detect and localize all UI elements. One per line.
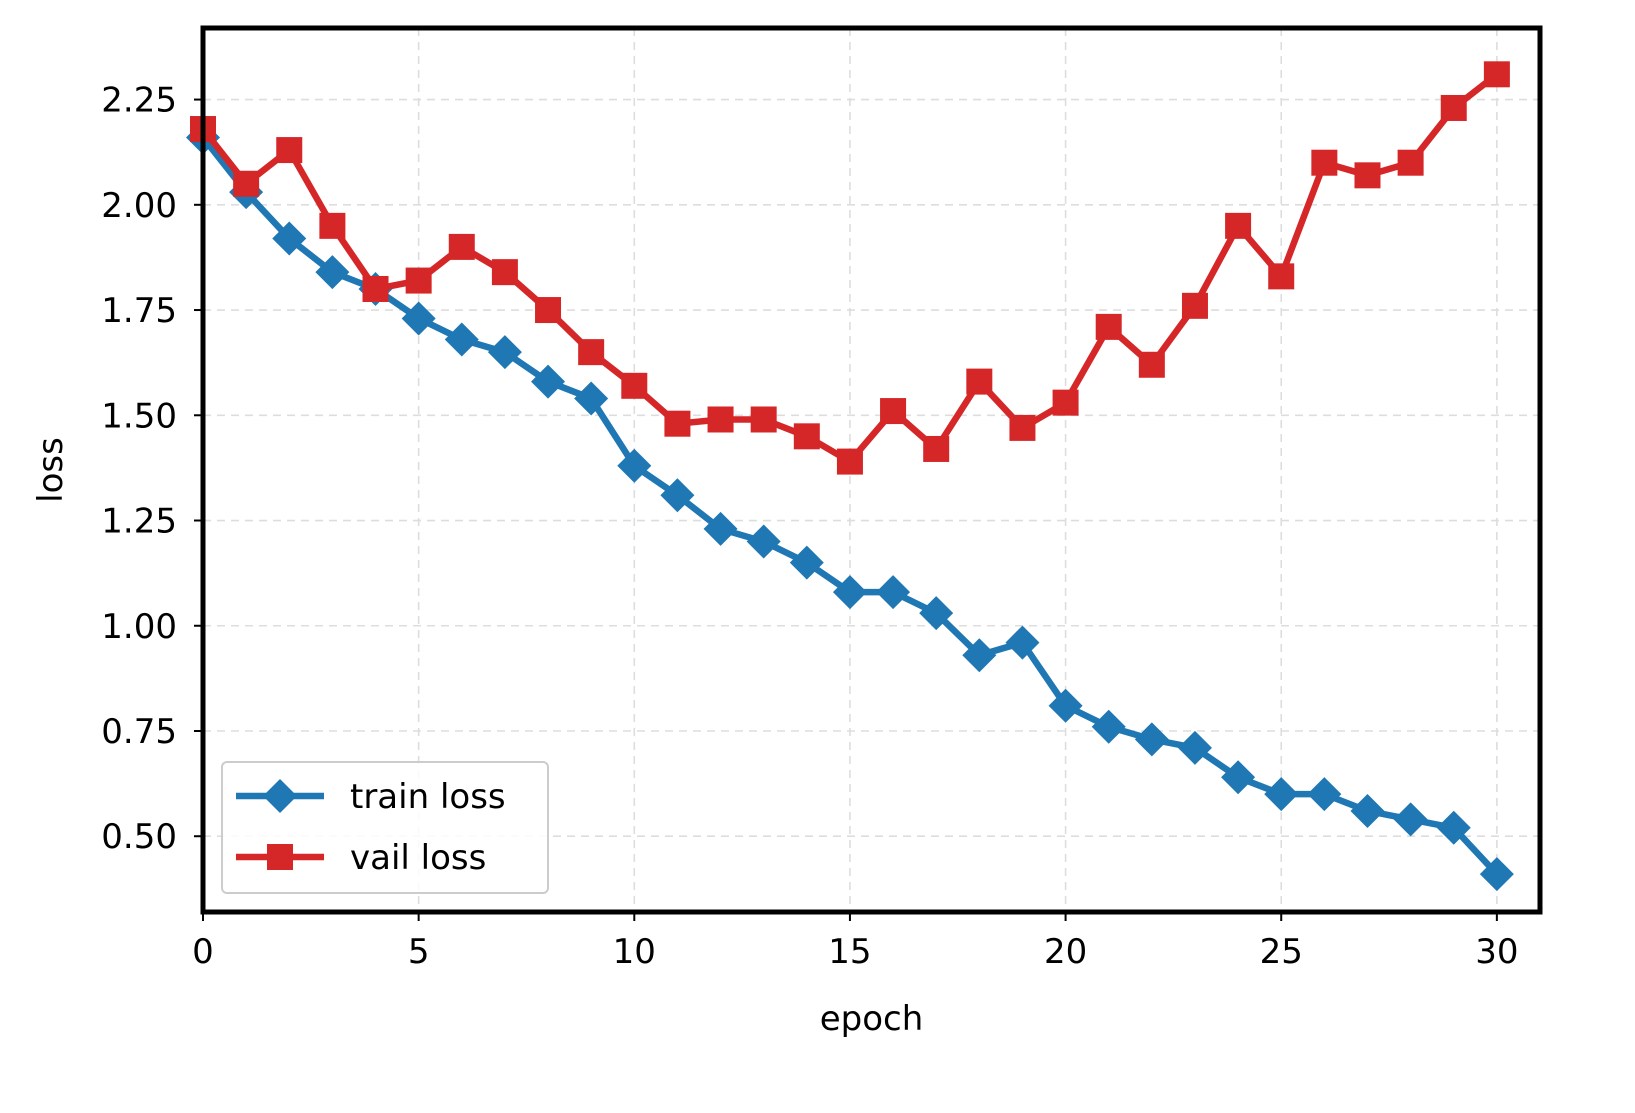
data-point-marker [535,297,562,324]
plot-frame [200,25,1543,915]
data-point-marker [1177,730,1212,765]
data-point-marker [1052,389,1079,416]
legend-label: train loss [350,777,506,817]
data-point-marker [1483,61,1510,88]
data-point-marker [876,575,911,610]
x-tick-label: 25 [1260,932,1303,972]
y-tick-label: 0.50 [101,817,177,857]
data-point-marker [405,267,432,294]
x-tick-label: 10 [613,932,656,972]
series-layer [186,61,1514,892]
legend-marker [267,844,293,870]
data-point-marker [880,398,907,425]
data-point-marker [1354,162,1381,189]
data-point-marker [578,339,605,366]
data-point-marker [1397,149,1424,176]
data-point-marker [1009,414,1036,441]
data-point-marker [1134,722,1169,757]
data-point-marker [1436,810,1471,845]
data-point-marker [1048,688,1083,723]
data-point-marker [621,372,648,399]
data-point-marker [1393,802,1428,837]
data-point-marker [444,322,479,357]
y-tick-label: 2.25 [101,81,177,121]
data-point-marker [276,137,303,164]
data-point-marker [1307,777,1342,812]
data-point-marker [487,335,522,370]
data-point-marker [491,259,518,286]
legend-label: vail loss [350,838,486,878]
data-point-marker [1225,212,1252,239]
data-point-marker [1095,313,1122,340]
series-1 [190,61,1510,475]
data-point-marker [315,255,350,290]
data-point-marker [923,435,950,462]
data-point-marker [1138,351,1165,378]
data-point-marker [1350,793,1385,828]
data-point-marker [832,575,867,610]
data-point-marker [1005,625,1040,660]
data-point-marker [789,545,824,580]
data-point-marker [233,170,260,197]
data-point-marker [750,406,777,433]
legend-marker [263,779,297,813]
data-point-marker [448,233,475,260]
y-tick-label: 1.50 [101,396,177,436]
data-point-marker [1091,709,1126,744]
y-tick-label: 1.75 [101,291,177,331]
data-point-marker [966,368,993,395]
data-point-marker [1479,857,1514,892]
x-tick-label: 5 [408,932,430,972]
x-axis-ticks: 0 5 10 15 20 25 30 [192,912,1519,972]
y-tick-label: 1.25 [101,502,177,542]
data-point-marker [660,478,695,513]
x-tick-label: 20 [1044,932,1087,972]
x-tick-label: 30 [1475,932,1518,972]
data-point-marker [319,212,346,239]
data-point-marker [1264,777,1299,812]
data-point-marker [1181,292,1208,319]
y-axis-ticks: 0.50 0.75 1.00 1.25 1.50 1.75 2.00 2.25 [101,81,203,857]
y-tick-label: 2.00 [101,186,177,226]
data-point-marker [1268,263,1295,290]
x-axis-label: epoch [820,999,924,1039]
data-point-marker [664,410,691,437]
data-point-marker [617,448,652,483]
y-axis-label: loss [31,437,71,503]
data-point-marker [1221,760,1256,795]
x-tick-label: 0 [192,932,214,972]
y-tick-label: 1.00 [101,607,177,647]
data-point-marker [707,406,734,433]
data-point-marker [793,423,820,450]
data-point-marker [962,638,997,673]
legend: train loss vail loss [221,761,549,894]
data-point-marker [362,275,389,302]
data-point-marker [531,364,566,399]
data-point-marker [1311,149,1338,176]
data-point-marker [836,448,863,475]
data-point-marker [746,524,781,559]
data-point-marker [919,596,954,631]
x-tick-label: 15 [828,932,871,972]
data-point-marker [703,511,738,546]
data-point-marker [401,301,436,336]
y-tick-label: 0.75 [101,712,177,752]
data-point-marker [272,221,307,256]
data-point-marker [1440,94,1467,121]
data-point-marker [574,381,609,416]
